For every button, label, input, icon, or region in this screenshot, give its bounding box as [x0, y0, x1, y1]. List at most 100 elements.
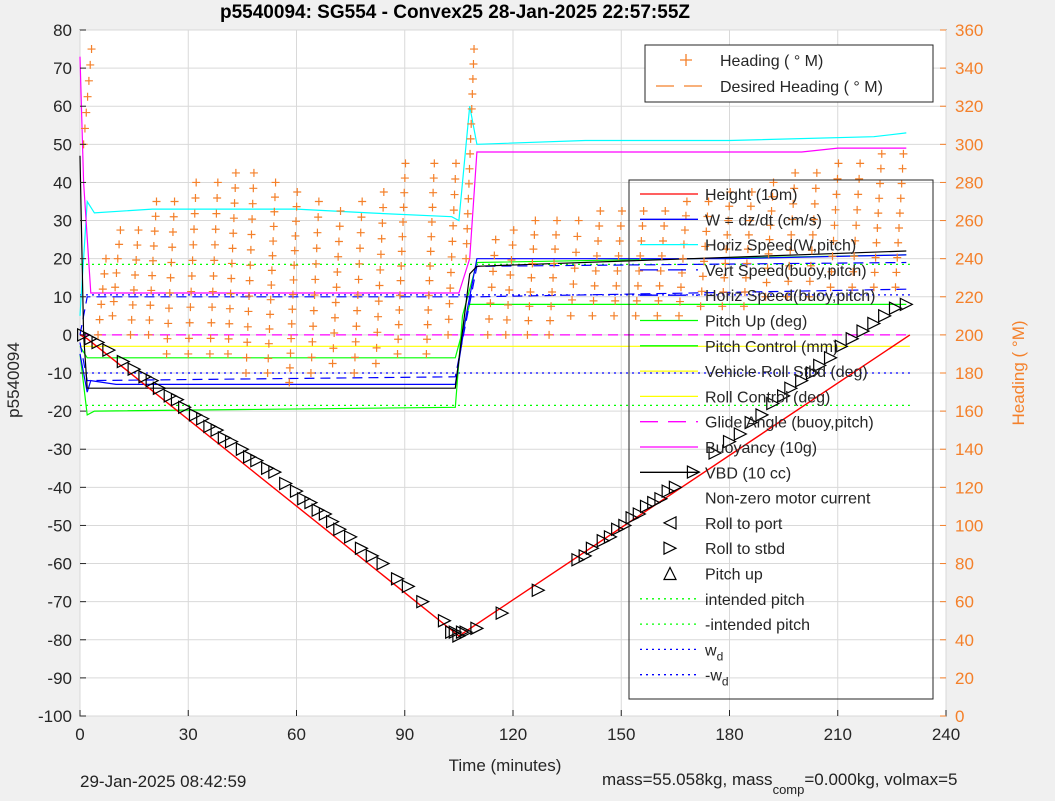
- heading-marker: [246, 245, 255, 254]
- pitch-up-marker: [325, 514, 340, 529]
- heading-marker: [897, 179, 906, 188]
- heading-marker: [166, 273, 175, 282]
- legend-label: VBD (10 cc): [705, 465, 791, 482]
- heading-marker: [446, 268, 455, 277]
- heading-marker: [378, 219, 387, 228]
- pitch-up-marker: [495, 606, 510, 621]
- pitch-up-marker: [279, 476, 294, 491]
- y2-tick-label: 260: [955, 212, 983, 231]
- heading-marker: [168, 227, 177, 236]
- legend-label: W = dz/dt (cm/s): [705, 212, 822, 229]
- legend-label-sub: d: [717, 649, 724, 663]
- pitch-up-marker: [647, 495, 662, 510]
- pitch-up-marker: [596, 533, 611, 548]
- heading-marker: [638, 222, 647, 230]
- heading-marker: [696, 302, 705, 311]
- heading-marker: [896, 194, 905, 203]
- heading-marker: [895, 223, 904, 232]
- legend-marker-tri-up: [663, 566, 677, 581]
- heading-marker: [616, 222, 625, 230]
- heading-markers: [79, 45, 908, 387]
- heading-marker: [506, 271, 515, 279]
- heading-marker: [354, 275, 363, 284]
- heading-marker: [285, 378, 294, 387]
- heading-marker: [164, 319, 173, 328]
- heading-marker: [849, 267, 858, 276]
- heading-marker: [374, 297, 383, 306]
- series-height: [79, 334, 911, 637]
- heading-marker: [462, 254, 471, 263]
- legend-label: Pitch Up (deg): [705, 314, 807, 331]
- heading-marker: [396, 276, 405, 285]
- heading-marker: [134, 226, 143, 235]
- heading-marker: [393, 349, 402, 358]
- heading-marker: [855, 174, 864, 183]
- heading-marker: [244, 307, 253, 316]
- heading-marker: [376, 250, 385, 259]
- heading-marker: [529, 245, 538, 254]
- heading-marker: [424, 305, 433, 314]
- heading-marker: [225, 319, 234, 328]
- pitch-up-marker: [390, 571, 405, 586]
- heading-marker: [785, 261, 794, 270]
- heading-marker: [87, 45, 96, 54]
- pitch-up-marker: [401, 579, 416, 594]
- heading-marker: [701, 242, 710, 251]
- heading-marker: [826, 283, 835, 292]
- heading-marker: [703, 212, 712, 221]
- heading-marker: [98, 285, 107, 294]
- pitch-up-marker: [344, 529, 358, 544]
- heading-marker: [856, 159, 865, 168]
- legend-label: Vert Speed(buoy,pitch): [705, 263, 867, 280]
- heading-marker: [614, 251, 623, 260]
- heading-marker: [309, 306, 318, 315]
- heading-marker: [355, 259, 364, 268]
- legend-label-sub: d: [722, 675, 729, 689]
- heading-marker: [208, 303, 217, 312]
- heading-marker: [464, 194, 473, 203]
- heading-marker: [152, 197, 161, 206]
- pitch-up-marker: [823, 350, 838, 365]
- heading-marker: [594, 236, 603, 245]
- y-tick-label: -40: [47, 478, 72, 497]
- pitch-up-marker: [708, 446, 723, 461]
- heading-marker: [246, 261, 255, 270]
- heading-marker: [530, 230, 539, 239]
- heading-marker: [395, 305, 404, 314]
- pitch-up-marker: [224, 434, 239, 449]
- heading-marker: [680, 226, 689, 235]
- heading-marker: [637, 236, 646, 245]
- legend-marker-tri-left: [662, 515, 677, 530]
- heading-marker: [832, 190, 841, 199]
- series-pitch-up: [79, 254, 907, 416]
- pitch-up-marker: [777, 388, 791, 403]
- heading-marker: [357, 213, 366, 222]
- pitch-up-marker: [639, 499, 654, 514]
- pitch-up-marker: [722, 434, 737, 449]
- heading-marker: [744, 230, 753, 239]
- legend-label: Roll to stbd: [705, 541, 785, 558]
- heading-marker: [372, 343, 381, 352]
- heading-marker: [423, 320, 432, 329]
- heading-marker: [184, 349, 193, 358]
- pitch-up-marker: [84, 331, 99, 346]
- heading-marker: [427, 232, 436, 241]
- heading-marker: [450, 190, 459, 199]
- heading-marker: [353, 306, 362, 315]
- y-tick-label: -30: [47, 440, 72, 459]
- heading-marker: [718, 302, 727, 311]
- heading-marker: [113, 254, 122, 263]
- heading-marker: [352, 322, 361, 331]
- heading-marker: [208, 287, 217, 296]
- heading-marker: [892, 268, 901, 277]
- heading-marker: [617, 207, 626, 216]
- heading-marker: [285, 363, 294, 372]
- heading-marker: [722, 245, 731, 254]
- heading-marker: [698, 272, 707, 281]
- heading-marker: [874, 209, 883, 218]
- heading-marker: [505, 285, 514, 294]
- pitch-up-marker: [625, 510, 640, 525]
- heading-marker: [812, 168, 821, 177]
- y2-tick-label: 220: [955, 288, 983, 307]
- heading-marker: [241, 369, 250, 377]
